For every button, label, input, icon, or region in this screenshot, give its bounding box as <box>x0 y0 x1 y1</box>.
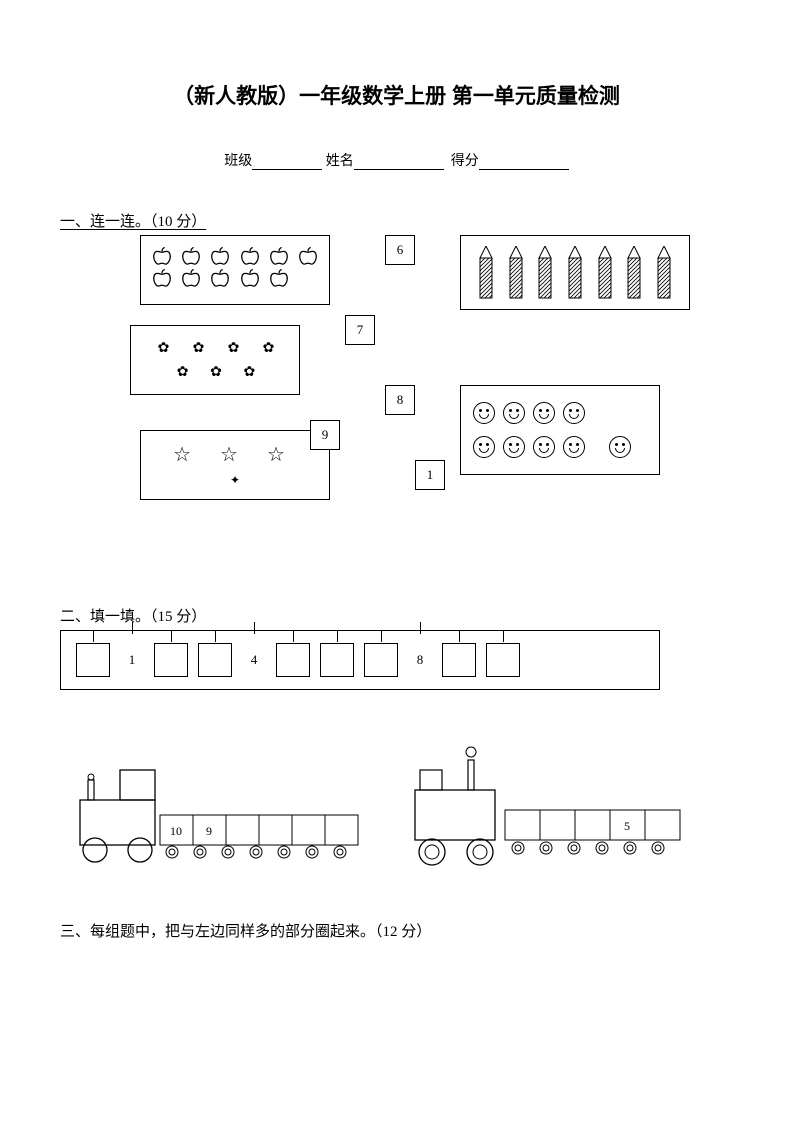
apple-icon <box>180 266 202 288</box>
nl-blank <box>76 643 110 677</box>
sec1-area: ✿ ✿ ✿ ✿ ✿ ✿ ✿ ☆ ☆ ☆ ✦ <box>60 235 733 525</box>
apple-icon <box>151 244 173 266</box>
number-box-7: 7 <box>345 315 375 345</box>
score-label: 得分 <box>451 154 479 169</box>
nl-blank <box>364 643 398 677</box>
page-title: （新人教版）一年级数学上册 第一单元质量检测 <box>60 80 733 110</box>
smileys-box <box>460 385 660 475</box>
flower-icon: ✿ <box>193 340 203 357</box>
smiley-icon <box>533 402 555 424</box>
apple-icon <box>268 244 290 266</box>
info-line: 班级 姓名 得分 <box>60 150 733 170</box>
apple-icon <box>209 266 231 288</box>
pencil-icon <box>655 246 673 301</box>
pencil-icon <box>625 246 643 301</box>
train-left: 10 9 <box>60 750 370 870</box>
smiley-icon <box>473 402 495 424</box>
apples-box <box>140 235 330 305</box>
flower-icon: ✿ <box>263 340 273 357</box>
train2-car-5: 5 <box>624 819 630 833</box>
nl-blank <box>486 643 520 677</box>
flower-icon: ✿ <box>228 340 238 357</box>
apple-icon <box>297 244 319 266</box>
trains-area: 10 9 <box>60 730 720 880</box>
apple-icon <box>268 266 290 288</box>
nl-blank <box>198 643 232 677</box>
star-row: ☆ ☆ ☆ <box>173 442 297 467</box>
flower-icon: ✿ <box>177 364 187 381</box>
score-blank <box>479 154 569 170</box>
nl-blank <box>276 643 310 677</box>
pencil-icon <box>507 246 525 301</box>
number-box-9: 9 <box>310 420 340 450</box>
number-line: 1 4 8 <box>60 630 660 690</box>
smiley-icon <box>473 436 495 458</box>
sec1-header: 一、连一连。（10 分） <box>60 210 733 231</box>
class-label: 班级 <box>224 154 252 169</box>
smiley-icon <box>563 436 585 458</box>
smiley-icon <box>503 402 525 424</box>
pencil-icon <box>477 246 495 301</box>
smiley-icon <box>609 436 631 458</box>
apple-icon <box>239 266 261 288</box>
sec2-area: 1 4 8 1 <box>60 630 733 880</box>
number-box-8: 8 <box>385 385 415 415</box>
apple-icon <box>239 244 261 266</box>
train1-car-9: 9 <box>206 824 212 838</box>
sec2-header: 二、填一填。（15 分） <box>60 605 733 626</box>
nl-blank <box>442 643 476 677</box>
train1-car-10: 10 <box>170 824 182 838</box>
number-box-1: 1 <box>415 460 445 490</box>
flower-icon: ✿ <box>210 364 220 381</box>
apple-icon <box>180 244 202 266</box>
nl-blank <box>320 643 354 677</box>
class-blank <box>252 154 322 170</box>
name-blank <box>354 154 444 170</box>
sec3-header: 三、每组题中，把与左边同样多的部分圈起来。（12 分） <box>60 920 733 941</box>
smiley-icon <box>563 402 585 424</box>
sparkle-icon: ✦ <box>230 473 240 488</box>
apple-icon <box>151 266 173 288</box>
pencil-icon <box>566 246 584 301</box>
nl-blank <box>154 643 188 677</box>
pencil-icon <box>536 246 554 301</box>
apple-icon <box>209 244 231 266</box>
nl-value: 4 <box>242 652 266 668</box>
smiley-icon <box>533 436 555 458</box>
smiley-icon <box>503 436 525 458</box>
stars-box: ☆ ☆ ☆ ✦ <box>140 430 330 500</box>
nl-value: 8 <box>408 652 432 668</box>
number-box-6: 6 <box>385 235 415 265</box>
train-right: 5 <box>390 740 710 870</box>
pencil-icon <box>596 246 614 301</box>
pencils-box <box>460 235 690 310</box>
flower-icon: ✿ <box>243 364 253 381</box>
flowers-box: ✿ ✿ ✿ ✿ ✿ ✿ ✿ <box>130 325 300 395</box>
nl-value: 1 <box>120 652 144 668</box>
flower-icon: ✿ <box>158 340 168 357</box>
name-label: 姓名 <box>326 154 354 169</box>
